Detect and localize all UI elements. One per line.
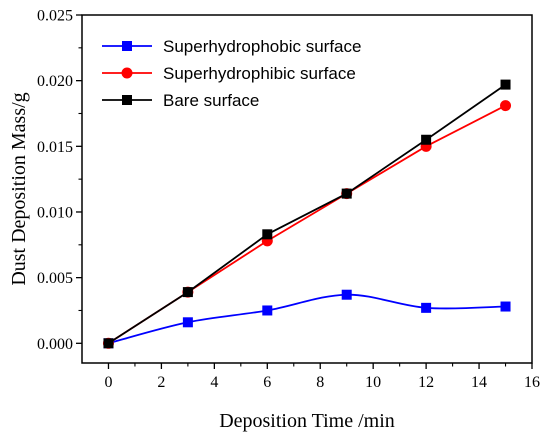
- legend-marker: [122, 95, 132, 105]
- axes: 0 2 4 6 8 10 12 14 16 0.000 0.005 0.010 0.015 0.020 0.…: [37, 8, 540, 392]
- data-point: [182, 287, 193, 298]
- legend-label: Bare surface: [163, 91, 259, 110]
- data-point: [182, 317, 193, 328]
- series-0: [103, 289, 511, 349]
- x-tick-label: 14: [471, 374, 487, 391]
- data-point: [341, 289, 352, 300]
- series-layer: [102, 79, 512, 349]
- x-tick-label: 8: [316, 374, 324, 391]
- legend-marker: [122, 41, 132, 51]
- data-point: [103, 338, 114, 349]
- y-tick-label: 0.015: [37, 139, 73, 156]
- x-tick-label: 10: [365, 374, 381, 391]
- data-point: [341, 188, 352, 199]
- legend-item: Bare surface: [102, 91, 259, 110]
- y-tick-label: 0.000: [37, 336, 73, 353]
- series-2: [103, 79, 511, 349]
- x-tick-label: 12: [418, 374, 434, 391]
- data-point: [262, 229, 273, 240]
- legend: Superhydrophobic surface Superhydrophibic…: [102, 37, 361, 110]
- legend-item: Superhydrophibic surface: [102, 64, 356, 83]
- x-tick-label: 0: [104, 374, 112, 391]
- data-point: [262, 305, 273, 316]
- y-tick-label: 0.005: [37, 270, 73, 287]
- data-point: [500, 301, 511, 312]
- y-tick-label: 0.020: [37, 73, 73, 90]
- x-tick-label: 2: [157, 374, 165, 391]
- x-axis-title: Deposition Time /min: [219, 410, 395, 432]
- x-tick-label: 4: [210, 374, 218, 391]
- x-tick-label: 16: [524, 374, 540, 391]
- series-line: [107, 83, 507, 345]
- legend-label: Superhydrophibic surface: [163, 64, 356, 83]
- x-tick-label: 6: [263, 374, 271, 391]
- data-point: [500, 100, 512, 112]
- series-line: [108, 293, 506, 345]
- legend-item: Superhydrophobic surface: [102, 37, 361, 56]
- series-1: [102, 100, 512, 349]
- y-axis-title: Dust Deposition Mass/g: [8, 92, 30, 285]
- data-point: [500, 79, 511, 90]
- data-point: [421, 302, 432, 313]
- legend-label: Superhydrophobic surface: [163, 37, 361, 56]
- y-tick-label: 0.025: [37, 8, 73, 25]
- y-tick-label: 0.010: [37, 204, 73, 221]
- plot-frame: [81, 14, 533, 364]
- legend-marker: [121, 67, 133, 79]
- data-point: [421, 134, 432, 145]
